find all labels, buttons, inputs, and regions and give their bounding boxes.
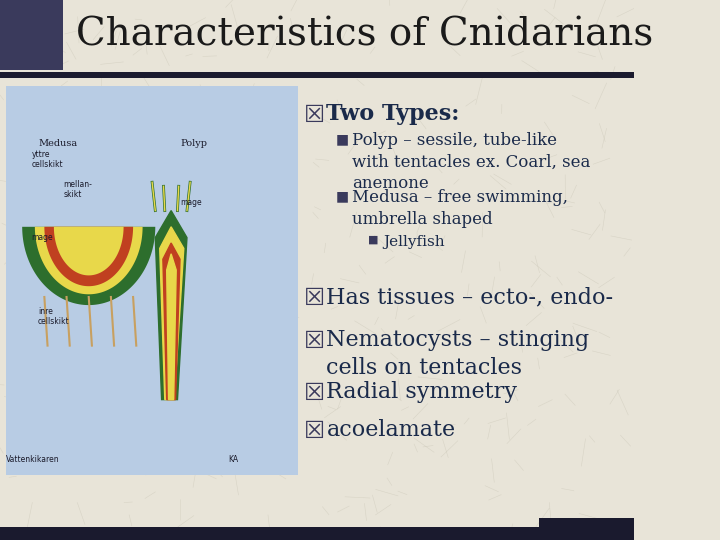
Text: mage: mage <box>181 198 202 207</box>
Bar <box>6 86 298 475</box>
Text: Medusa – free swimming,
umbrella shaped: Medusa – free swimming, umbrella shaped <box>352 189 568 227</box>
Text: Radial symmetry: Radial symmetry <box>326 381 518 403</box>
Text: ☒: ☒ <box>305 329 325 353</box>
Text: ■: ■ <box>336 132 349 146</box>
Bar <box>0 0 63 70</box>
Bar <box>0 72 634 78</box>
Text: Medusa: Medusa <box>38 139 77 148</box>
Text: ■: ■ <box>336 189 349 203</box>
Polygon shape <box>156 211 187 400</box>
Text: Nematocysts – stinging
cells on tentacles: Nematocysts – stinging cells on tentacle… <box>326 329 590 379</box>
Text: Polyp: Polyp <box>181 139 207 148</box>
Text: Jellyfish: Jellyfish <box>384 235 445 249</box>
Text: acoelamate: acoelamate <box>326 418 456 441</box>
Bar <box>0 526 634 540</box>
Text: ☒: ☒ <box>305 103 325 126</box>
Text: ☒: ☒ <box>305 381 325 404</box>
Text: yttre
cellskikt: yttre cellskikt <box>32 150 63 170</box>
Text: Has tissues – ecto-, endo-: Has tissues – ecto-, endo- <box>326 286 613 308</box>
Text: mage: mage <box>32 233 53 242</box>
Polygon shape <box>160 227 184 400</box>
Text: ■: ■ <box>368 235 378 245</box>
Text: ☒: ☒ <box>305 418 325 442</box>
Text: Vattenkikaren: Vattenkikaren <box>6 455 60 464</box>
Text: mellan-
skikt: mellan- skikt <box>63 180 92 199</box>
Text: inre
cellskikt: inre cellskikt <box>38 307 70 326</box>
Text: Polyp – sessile, tube-like
with tentacles ex. Coarl, sea
anemone: Polyp – sessile, tube-like with tentacle… <box>352 132 590 192</box>
Polygon shape <box>167 254 176 400</box>
Text: Two Types:: Two Types: <box>326 103 460 125</box>
Polygon shape <box>163 243 180 400</box>
Text: Characteristics of Cnidarians: Characteristics of Cnidarians <box>76 17 653 53</box>
Text: ☒: ☒ <box>305 286 325 310</box>
Text: KA: KA <box>228 455 238 464</box>
Bar <box>539 518 634 540</box>
